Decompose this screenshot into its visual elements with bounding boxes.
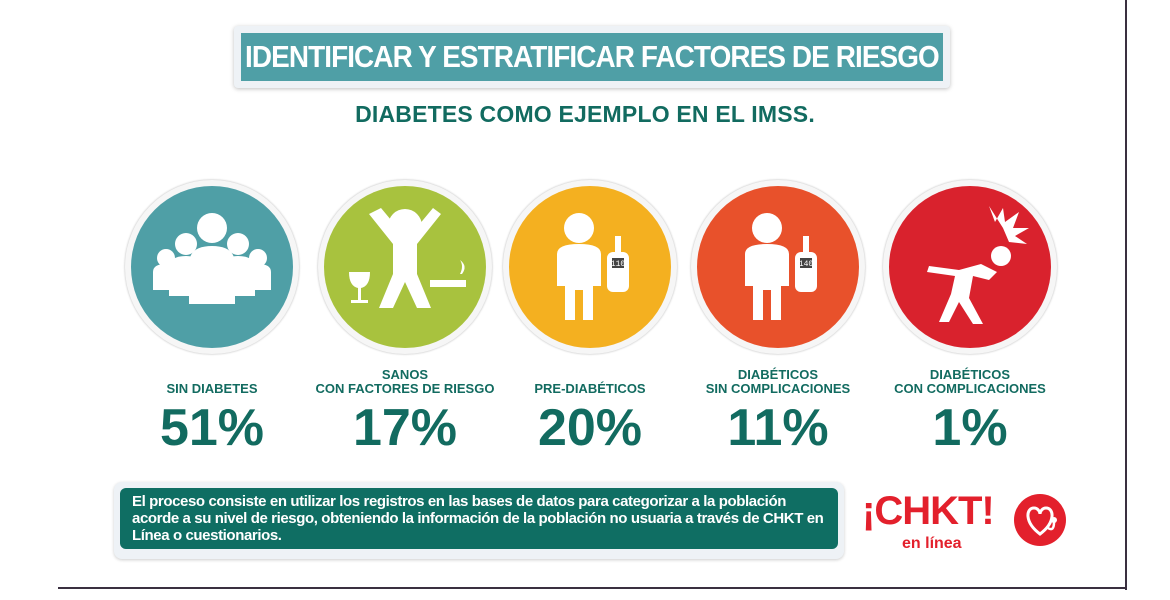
category-label: SANOS CON FACTORES DE RIESGO: [315, 367, 495, 396]
logo-text: ¡CHKT!: [862, 489, 995, 533]
note-text: El proceso consiste en utilizar los regi…: [120, 488, 838, 549]
meter-reading: 140: [799, 260, 814, 269]
category-label: DIABÉTICOS CON COMPLICACIONES: [894, 367, 1046, 396]
right-border: [1125, 0, 1127, 590]
meter-reading: 110: [611, 260, 626, 269]
person-with-glucometer-icon: 140: [697, 186, 859, 348]
person-in-pain-icon: [889, 186, 1051, 348]
bottom-border: [58, 587, 1127, 589]
category-percent: 17%: [352, 399, 458, 457]
title-banner: IDENTIFICAR Y ESTRATIFICAR FACTORES DE R…: [234, 26, 950, 88]
category-label: DIABÉTICOS SIN COMPLICACIONES: [705, 367, 851, 396]
page-subtitle: DIABETES COMO EJEMPLO EN EL IMSS.: [355, 101, 815, 127]
category-circle: 110: [503, 180, 677, 354]
category-circle: [125, 180, 299, 354]
category-percent: 20%: [537, 399, 643, 457]
chkt-logo: ¡CHKT! en línea: [862, 490, 1072, 560]
category-percent: 1%: [932, 399, 1008, 457]
category-circle: [318, 180, 492, 354]
group-of-people-icon: [131, 186, 293, 348]
page-title: IDENTIFICAR Y ESTRATIFICAR FACTORES DE R…: [245, 39, 940, 74]
stethoscope-heart-icon: [1014, 494, 1066, 546]
category-percent: 11%: [727, 399, 829, 457]
title-background: IDENTIFICAR Y ESTRATIFICAR FACTORES DE R…: [241, 33, 943, 81]
category-circle: 140: [691, 180, 865, 354]
category-label: PRE-DIABÉTICOS: [534, 381, 646, 396]
category-circle: [883, 180, 1057, 354]
category-label: SIN DIABETES: [166, 381, 258, 396]
logo-subtext: en línea: [902, 535, 962, 552]
person-with-wine-and-cigarette-icon: [324, 186, 486, 348]
note-box: El proceso consiste en utilizar los regi…: [114, 482, 844, 559]
category-percent: 51%: [159, 399, 265, 457]
person-with-glucometer-icon: 110: [509, 186, 671, 348]
